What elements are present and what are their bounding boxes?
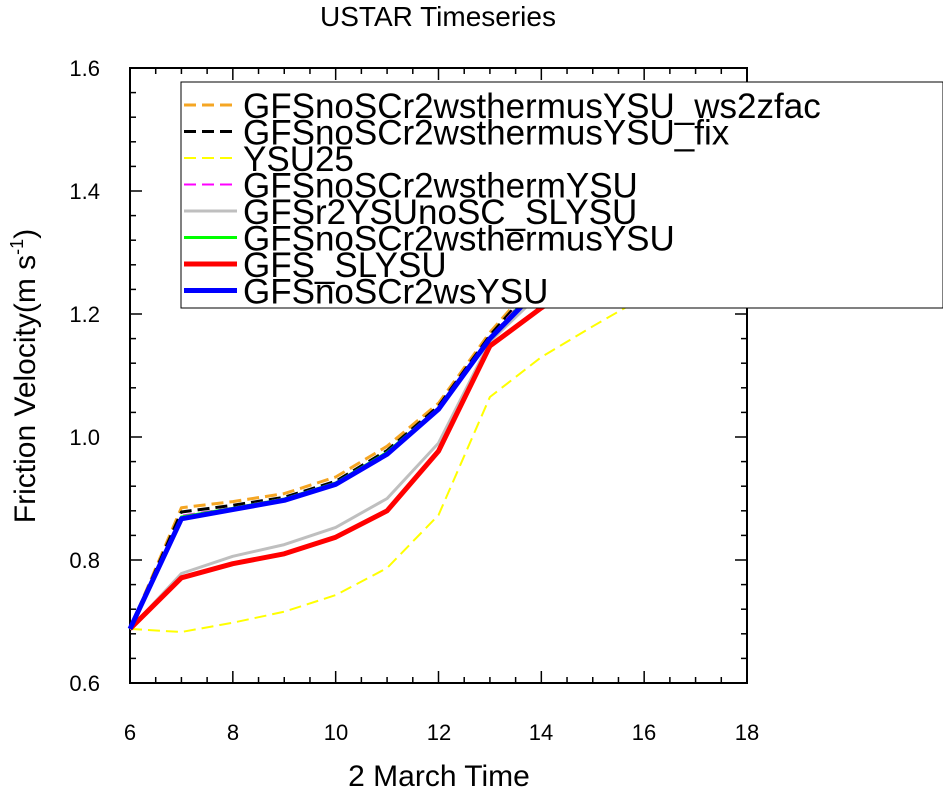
legend-entries: GFSnoSCr2wsthermusYSU_ws2zfacGFSnoSCr2ws… [184,87,821,312]
x-tick-label: 16 [632,720,656,745]
y-axis-label-close: ) [9,229,42,239]
y-axis-label-sup: -1 [7,239,27,255]
legend-label: GFSnoSCr2wsthermusYSU_ws2zfac [243,87,821,126]
y-tick-label: 1.6 [69,56,100,81]
y-tick-label: 0.8 [69,548,100,573]
x-tick-label: 10 [324,720,348,745]
y-axis-label-main: Friction Velocity(m s [9,255,42,523]
y-axis-label: Friction Velocity(m s-1) [7,229,42,523]
legend-box [180,81,943,309]
legend-label: GFSnoSCr2wsthermYSU [243,167,638,206]
axis-ticks [129,67,748,684]
x-tick-label: 6 [124,720,136,745]
x-tick-label: 18 [735,720,759,745]
x-axis-label: 2 March Time [348,760,530,791]
y-tick-label: 1.0 [69,425,100,450]
y-tick-label: 0.6 [69,671,100,696]
legend: GFSnoSCr2wsthermusYSU_ws2zfacGFSnoSCr2ws… [180,81,943,312]
chart-title: USTAR Timeseries [320,1,556,32]
y-tick-label: 1.4 [69,179,100,204]
x-tick-label: 8 [227,720,239,745]
legend-label: YSU25 [243,140,354,179]
x-tick-label: 14 [529,720,553,745]
y-tick-label: 1.2 [69,302,100,327]
legend-label: GFSnoSCr2wsthermusYSU_fix [243,114,730,153]
y-tick-labels: 0.6 0.8 1.0 1.2 1.4 1.6 [69,56,100,696]
legend-label: GFSr2YSUnoSC_SLYSU [243,193,637,232]
x-tick-labels: 6 8 10 12 14 16 18 [124,720,759,745]
x-tick-label: 12 [427,720,451,745]
legend-label: GFSnoSCr2wsYSU [243,273,548,312]
legend-label: GFSnoSCr2wsthermusYSU [243,220,675,259]
legend-label: GFS_SLYSU [243,246,447,285]
